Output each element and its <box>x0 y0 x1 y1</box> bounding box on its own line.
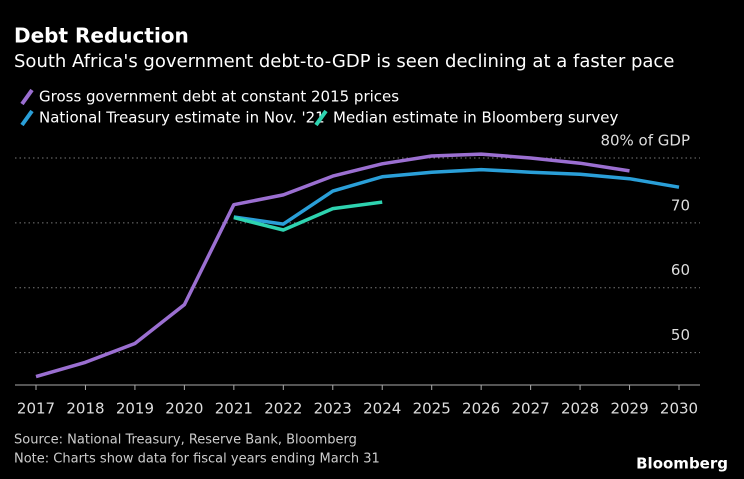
x-tick-label: 2026 <box>462 400 500 418</box>
legend-label: National Treasury estimate in Nov. '21 <box>39 109 325 127</box>
legend-swatch <box>20 88 34 106</box>
x-tick-label: 2022 <box>264 400 302 418</box>
brand: Bloomberg <box>636 455 728 473</box>
x-tick-label: 2027 <box>512 400 550 418</box>
chart-title: Debt Reduction <box>14 24 189 48</box>
x-tick-label: 2023 <box>314 400 352 418</box>
source: Source: National Treasury, Reserve Bank,… <box>14 433 357 448</box>
y-tick-label: 80% of GDP <box>600 131 690 149</box>
series-line <box>35 152 630 379</box>
x-tick-label: 2020 <box>165 400 203 418</box>
y-tick-label: 50 <box>671 326 690 344</box>
legend-swatch <box>314 109 328 127</box>
series-line <box>233 200 383 232</box>
x-tick-label: 2017 <box>17 400 55 418</box>
x-tick-label: 2030 <box>660 400 698 418</box>
x-tick-label: 2028 <box>561 400 599 418</box>
legend-label: Gross government debt at constant 2015 p… <box>39 88 399 106</box>
legend-label: Median estimate in Bloomberg survey <box>333 109 619 127</box>
y-tick-label: 70 <box>671 196 690 214</box>
x-tick-label: 2024 <box>363 400 401 418</box>
note: Note: Charts show data for fiscal years … <box>14 452 380 467</box>
legend-swatch <box>20 109 34 127</box>
x-tick-label: 2021 <box>215 400 253 418</box>
x-tick-label: 2019 <box>116 400 154 418</box>
x-tick-label: 2029 <box>610 400 648 418</box>
x-tick-label: 2025 <box>413 400 451 418</box>
y-tick-label: 60 <box>671 261 690 279</box>
series-line <box>233 167 680 226</box>
chart-subtitle: South Africa's government debt-to-GDP is… <box>14 51 674 72</box>
x-tick-label: 2018 <box>66 400 104 418</box>
